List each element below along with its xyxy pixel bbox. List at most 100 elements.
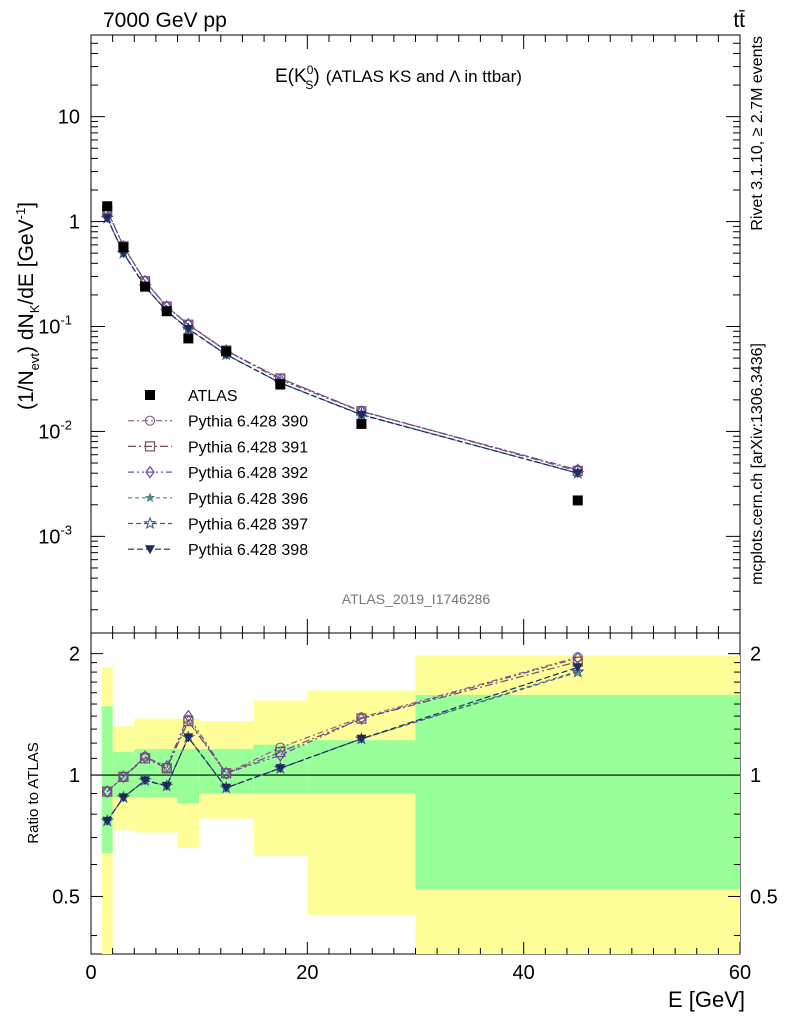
y-axis-label-b-sub: K: [27, 304, 42, 313]
plot-title-sub: S: [305, 78, 313, 92]
ratio-uncertainty-bands: [101, 655, 740, 954]
legend-marker: [144, 492, 156, 503]
x-tick-label: 40: [513, 962, 535, 984]
header-right: tt̄: [733, 9, 745, 32]
mc-point: [102, 214, 113, 224]
data-point: [118, 242, 129, 253]
axes: 10 1 10-1 10-2 10-3 0 20 40 60 0.5 0.5 1 1 2 2: [38, 34, 778, 984]
ratio-point: [161, 781, 172, 791]
ratio-line: [106, 656, 578, 793]
ratio-line: [106, 657, 578, 793]
analysis-id: ATLAS_2019_I1746286: [342, 591, 491, 607]
ratio-point: [140, 750, 150, 764]
mc-line: [106, 210, 578, 471]
mc-line: [106, 217, 578, 474]
ratio-point: [161, 759, 172, 774]
legend: ATLAS Pythia 6.428 390 Pythia 6.428 391 Pyt…: [128, 388, 308, 559]
main-series: [100, 203, 585, 480]
plot-title-sup: 0: [307, 63, 314, 77]
data-point: [356, 418, 367, 429]
ratio-line: [106, 661, 578, 793]
x-tick-label: 20: [296, 962, 318, 984]
rivet-label: Rivet 3.1.10, ≥ 2.7M events: [749, 36, 766, 231]
legend-marker: [144, 415, 156, 426]
ratio-y-tick-label: 0.5: [750, 886, 778, 908]
legend-label: Pythia 6.428 397: [188, 517, 308, 534]
ratio-point: [102, 785, 112, 799]
x-axis-label: E [GeV]: [668, 987, 745, 1012]
ratio-point: [275, 746, 286, 758]
x-tick-label: 60: [729, 962, 751, 984]
y-tick-label-exponent: -3: [60, 522, 72, 537]
data-point: [275, 379, 286, 390]
ratio-point: [140, 776, 151, 786]
mc-line: [106, 217, 578, 474]
ratio-series: [100, 651, 585, 827]
x-tick-label: 0: [85, 962, 96, 984]
ratio-point: [221, 766, 231, 780]
mc-point: [572, 469, 583, 479]
ratio-band-inner: [177, 749, 200, 804]
data-point: [221, 346, 232, 357]
y-tick-label-exponent: -1: [60, 313, 72, 328]
plot-title-rest: (ATLAS KS and Λ in ttbar): [326, 67, 522, 86]
ratio-band-outer: [307, 690, 416, 915]
legend-label: Pythia 6.428 396: [188, 491, 308, 508]
legend-label: Pythia 6.428 392: [188, 465, 308, 482]
y-axis-label-b: ) dN: [15, 313, 38, 353]
legend-marker: [144, 441, 156, 452]
ratio-point: [356, 734, 367, 744]
plot-title: E(K0 S) (ATLAS KS and Λ in ttbar): [275, 63, 522, 92]
ratio-point: [221, 783, 232, 793]
ratio-y-tick-label: 2: [750, 644, 761, 666]
ratio-point: [183, 733, 194, 743]
legend-label: Pythia 6.428 398: [188, 542, 308, 559]
ratio-y-tick-label: 1: [69, 765, 80, 787]
header-left: 7000 GeV pp: [103, 9, 227, 32]
mc-point: [183, 324, 194, 334]
ratio-point: [183, 709, 194, 723]
data-point: [572, 495, 583, 506]
ratio-point: [275, 748, 286, 762]
legend-label: Pythia 6.428 390: [188, 414, 308, 431]
y-axis-label-a: (1/N: [15, 370, 38, 410]
ratio-band-inner: [101, 706, 113, 854]
legend-label: Pythia 6.428 391: [188, 439, 308, 456]
ratio-y-axis-label: Ratio to ATLAS: [25, 742, 42, 843]
data-point: [161, 306, 172, 317]
mc-line: [106, 210, 578, 472]
y-axis-label: (1/Nevt) dNK/dE [GeV-1]: [13, 202, 42, 410]
y-tick-label: 10: [58, 107, 80, 129]
y-axis-label-c: /dE [GeV: [15, 219, 38, 304]
legend-label: ATLAS: [188, 388, 238, 405]
data-point: [140, 281, 151, 292]
ratio-band-inner: [307, 740, 416, 794]
legend-marker: [145, 465, 155, 479]
legend-marker: [145, 545, 155, 555]
y-axis-label-c-sup: -1: [13, 208, 28, 220]
ratio-point: [275, 764, 286, 774]
y-tick-label: 10-2: [38, 417, 72, 443]
data-point: [183, 333, 194, 344]
y-tick-label: 10-3: [38, 522, 72, 548]
plot-title-close: ): [313, 66, 319, 87]
ratio-point: [572, 663, 583, 673]
atlas-data-points: [102, 201, 583, 506]
ratio-point: [102, 816, 113, 826]
ratio-point: [356, 712, 367, 726]
mc-point: [356, 410, 367, 420]
ratio-point: [570, 665, 585, 678]
y-tick-label-exponent: -2: [60, 417, 72, 432]
ratio-y-tick-label: 2: [69, 644, 80, 666]
y-tick-label: 1: [69, 212, 80, 234]
y-axis-label-d: ]: [15, 202, 38, 208]
mc-line: [106, 210, 578, 471]
ratio-point: [118, 793, 129, 803]
data-point: [102, 201, 113, 212]
ratio-y-tick-label: 1: [750, 765, 761, 787]
ratio-band-inner: [415, 694, 740, 890]
ratio-y-tick-label: 0.5: [52, 886, 80, 908]
y-tick-label: 10-1: [38, 313, 72, 339]
mc-line: [106, 217, 578, 474]
